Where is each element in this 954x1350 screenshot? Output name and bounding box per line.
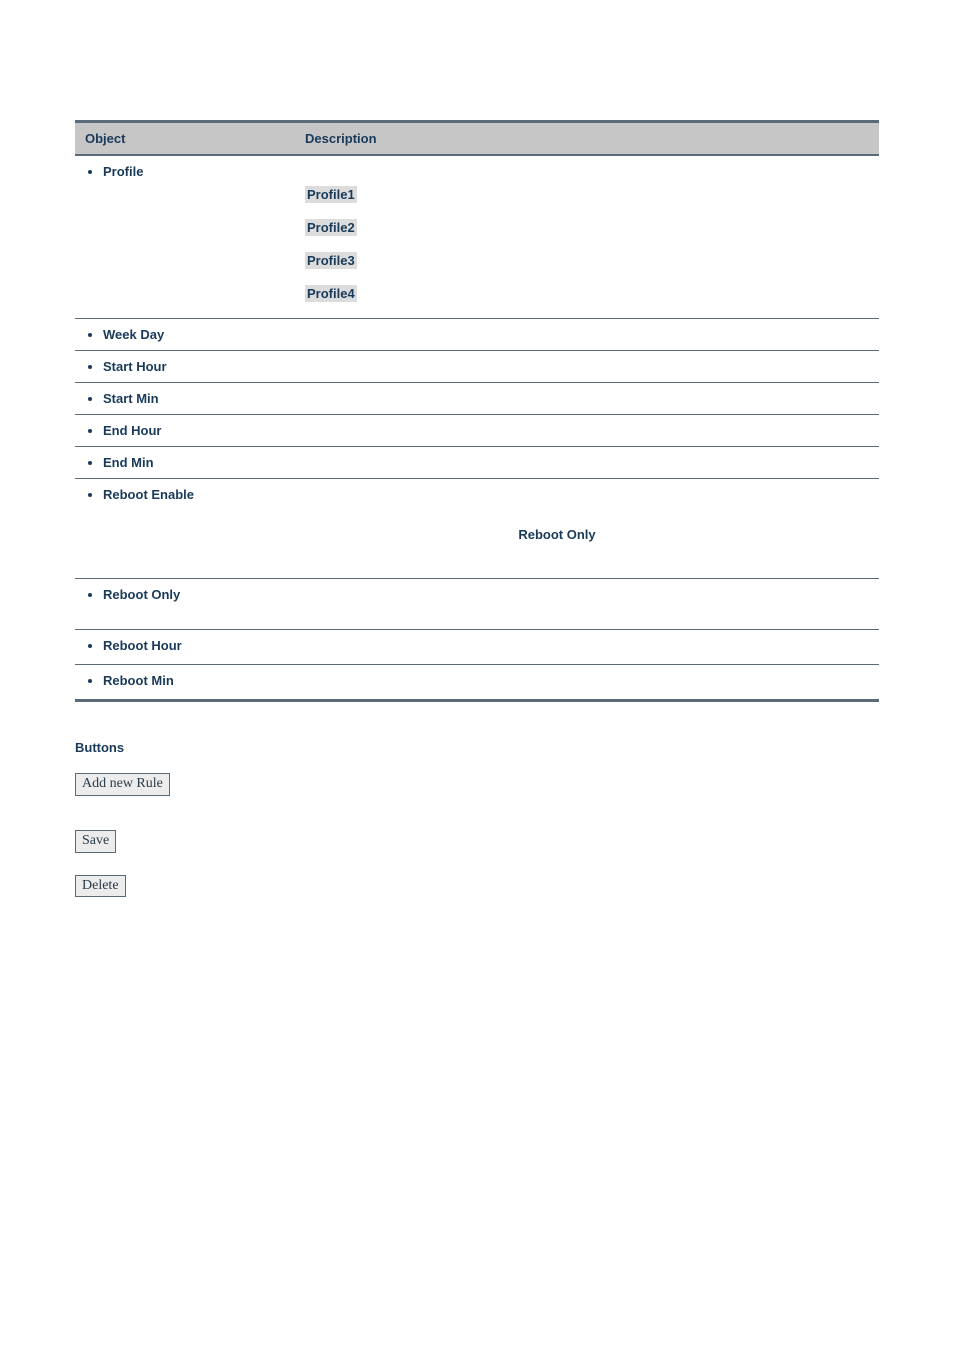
table-row: End Hour: [75, 415, 879, 447]
description-cell-reboot-enable: Reboot Only: [295, 479, 879, 579]
description-cell: [295, 630, 879, 665]
profile-option: Profile4: [305, 285, 357, 302]
object-cell: Reboot Only: [75, 579, 295, 630]
description-cell: [295, 383, 879, 415]
object-cell: End Hour: [75, 415, 295, 447]
header-object: Object: [75, 122, 295, 156]
table-row: Start Min: [75, 383, 879, 415]
table-row: Week Day: [75, 319, 879, 351]
object-label: Start Hour: [103, 359, 285, 374]
profile-option: Profile3: [305, 252, 357, 269]
object-label: Reboot Enable: [103, 487, 285, 502]
object-cell: End Min: [75, 447, 295, 479]
table-row: Reboot Min: [75, 665, 879, 701]
table-row: Reboot Hour: [75, 630, 879, 665]
table-row: Reboot Enable Reboot Only: [75, 479, 879, 579]
description-cell: [295, 351, 879, 383]
add-new-rule-button[interactable]: Add new Rule: [75, 773, 170, 796]
buttons-heading: Buttons: [75, 740, 879, 755]
object-cell: Reboot Enable: [75, 479, 295, 579]
object-cell: Start Min: [75, 383, 295, 415]
object-label: Profile: [103, 164, 285, 179]
description-cell-profile: Profile1 Profile2 Profile3 Profile4: [295, 155, 879, 319]
object-cell: Start Hour: [75, 351, 295, 383]
description-cell: [295, 447, 879, 479]
object-label: Start Min: [103, 391, 285, 406]
description-cell: [295, 665, 879, 701]
reboot-only-text: Reboot Only: [518, 527, 595, 542]
table-row: Profile Profile1 Profile2 Profile3 Profi…: [75, 155, 879, 319]
object-cell: Week Day: [75, 319, 295, 351]
table-row: End Min: [75, 447, 879, 479]
table-row: Reboot Only: [75, 579, 879, 630]
description-cell: [295, 415, 879, 447]
object-label: Reboot Only: [103, 587, 285, 602]
header-description: Description: [295, 122, 879, 156]
object-label: Reboot Hour: [103, 638, 285, 653]
delete-button[interactable]: Delete: [75, 875, 126, 898]
table-row: Start Hour: [75, 351, 879, 383]
save-button[interactable]: Save: [75, 830, 116, 853]
object-cell-profile: Profile: [75, 155, 295, 319]
profile-option: Profile1: [305, 186, 357, 203]
profile-option: Profile2: [305, 219, 357, 236]
object-label: Week Day: [103, 327, 285, 342]
object-cell: Reboot Hour: [75, 630, 295, 665]
parameter-table: Object Description Profile Profile1 Prof…: [75, 120, 879, 702]
description-cell: [295, 319, 879, 351]
description-cell: [295, 579, 879, 630]
object-label: End Hour: [103, 423, 285, 438]
object-label: End Min: [103, 455, 285, 470]
object-cell: Reboot Min: [75, 665, 295, 701]
page-root: Object Description Profile Profile1 Prof…: [0, 0, 954, 1350]
object-label: Reboot Min: [103, 673, 285, 688]
